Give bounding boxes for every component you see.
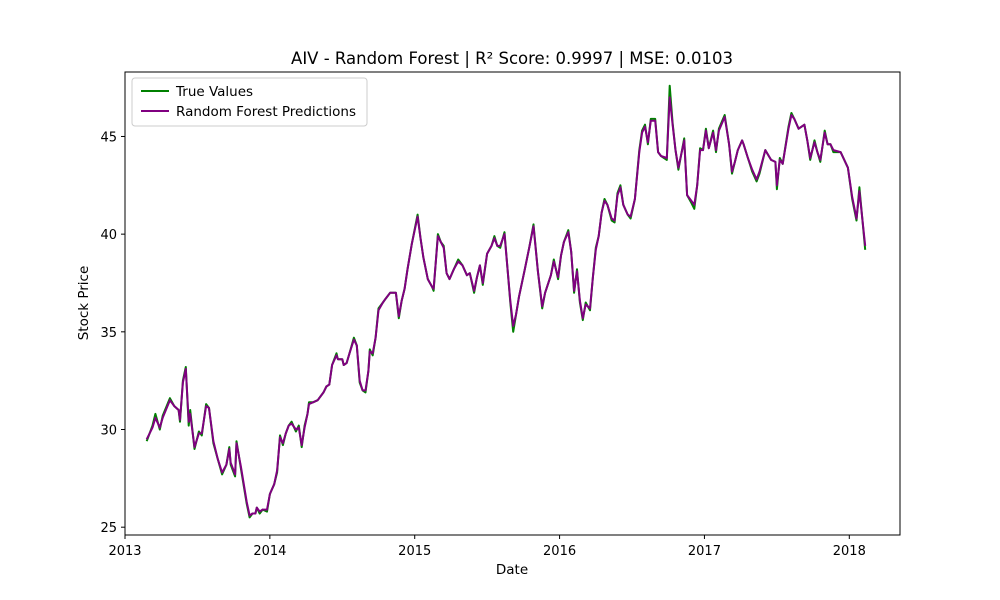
y-tick-label: 45 [100,130,117,145]
x-tick-label: 2017 [688,544,721,559]
y-tick-label: 40 [100,228,117,243]
chart-title: AIV - Random Forest | R² Score: 0.9997 |… [291,49,733,68]
y-tick-label: 25 [100,521,117,536]
legend-frame [131,77,368,127]
y-tick-label: 30 [100,424,117,439]
x-axis-label: Date [496,562,528,578]
series-layer [145,84,867,519]
y-axis-label: Stock Price [76,266,92,341]
x-tick-label: 2016 [543,544,576,559]
series-line-predictions [145,96,867,517]
y-axis: 25 30 35 40 45 [100,130,125,536]
plot-area [124,71,901,536]
legend-label-predictions: Random Forest Predictions [176,104,356,120]
x-tick-label: 2013 [108,544,141,559]
y-tick-label: 35 [100,326,117,341]
x-tick-label: 2014 [253,544,286,559]
x-tick-label: 2015 [398,544,431,559]
legend: True Values Random Forest Predictions [131,77,368,127]
legend-label-true-values: True Values [175,84,253,100]
x-tick-label: 2018 [833,544,866,559]
x-axis: 2013 2014 2015 2016 2017 2018 [108,535,866,559]
